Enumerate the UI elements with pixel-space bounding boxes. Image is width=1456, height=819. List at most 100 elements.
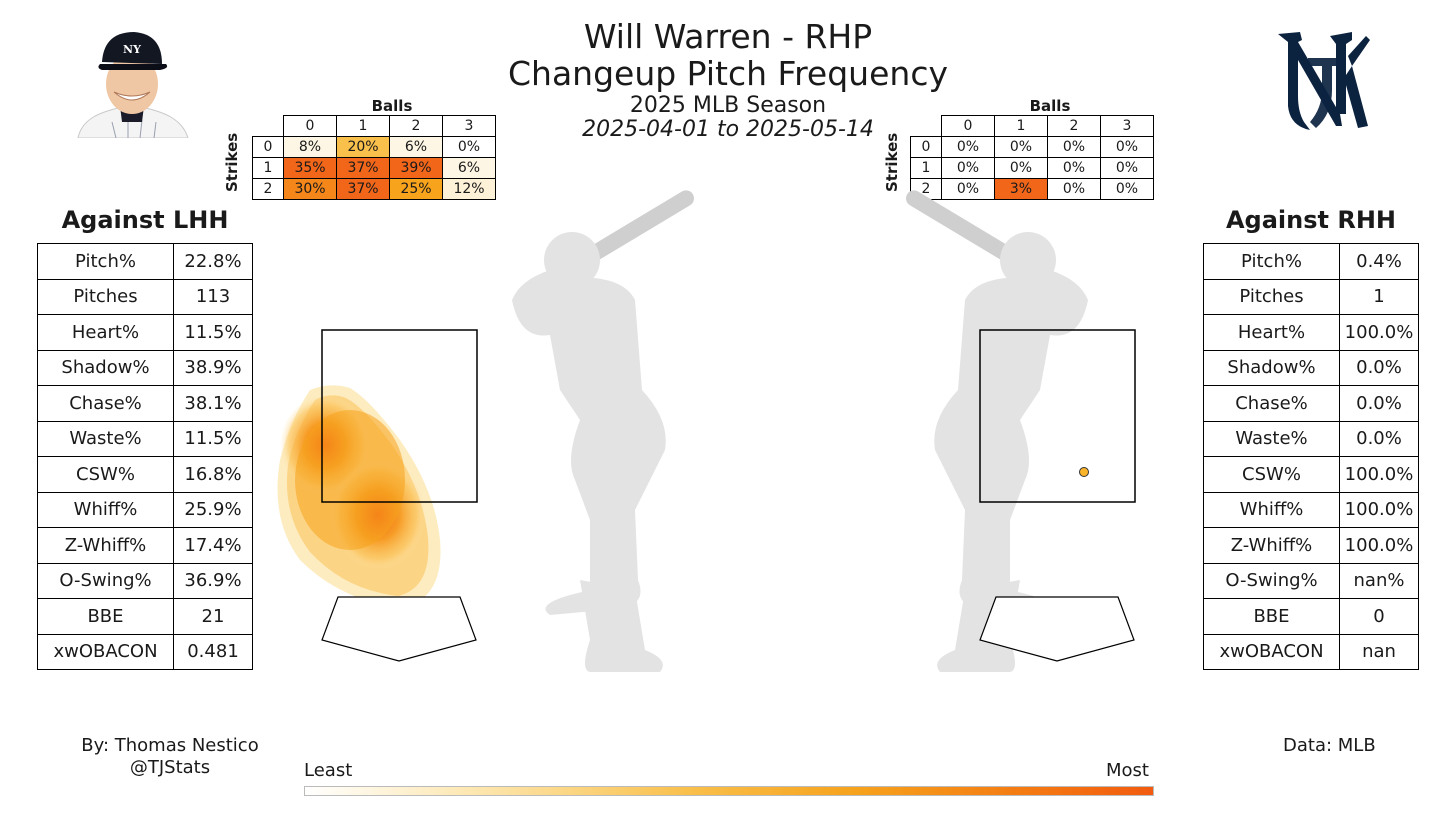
stat-row: Pitch% 0.4% <box>1203 243 1419 280</box>
stat-row: Pitches 1 <box>1203 278 1419 315</box>
player-headshot-image: NY <box>77 32 189 138</box>
svg-text:NY: NY <box>123 43 141 56</box>
stat-value: 38.1% <box>173 385 253 422</box>
lhh-density-heatmap <box>277 385 441 608</box>
stat-value: nan% <box>1339 562 1419 599</box>
stat-row: Shadow% 38.9% <box>37 349 253 386</box>
stat-value: 22.8% <box>173 243 253 280</box>
ball-header: 1 <box>336 115 390 137</box>
ball-header: 2 <box>389 115 443 137</box>
stat-row: Whiff% 25.9% <box>37 491 253 528</box>
stat-label: CSW% <box>37 456 174 493</box>
count-cell: 0% <box>994 136 1048 158</box>
count-cell: 0% <box>1100 136 1154 158</box>
stat-label: Heart% <box>1203 314 1340 351</box>
legend-colorbar <box>304 786 1154 796</box>
stat-value: 0.0% <box>1339 420 1419 457</box>
ball-header: 2 <box>1047 115 1101 137</box>
lhh-strike-zone <box>321 329 478 503</box>
count-cell: 0% <box>442 136 496 158</box>
stat-label: Pitches <box>1203 278 1340 315</box>
stat-value: 11.5% <box>173 420 253 457</box>
strike-header: 0 <box>910 136 942 158</box>
legend-most-label: Most <box>1106 760 1149 781</box>
stat-value: 100.0% <box>1339 527 1419 564</box>
lhh-home-plate <box>321 596 477 662</box>
stat-label: Waste% <box>1203 420 1340 457</box>
stat-value: 100.0% <box>1339 314 1419 351</box>
rhh-home-plate <box>979 596 1135 662</box>
ball-header: 3 <box>442 115 496 137</box>
rhh-stats-table: Pitch% 0.4% Pitches 1 Heart% 100.0% Shadow% 0.0… <box>1203 243 1419 670</box>
stat-row: CSW% 100.0% <box>1203 456 1419 493</box>
stat-value: nan <box>1339 633 1419 670</box>
lhh-balls-label: Balls <box>371 97 413 115</box>
rhh-panel-title: Against RHH <box>1225 206 1397 234</box>
stat-label: CSW% <box>1203 456 1340 493</box>
stat-value: 38.9% <box>173 349 253 386</box>
data-source: Data: MLB <box>1283 735 1376 756</box>
ball-header: 1 <box>994 115 1048 137</box>
stat-row: O-Swing% nan% <box>1203 562 1419 599</box>
stat-value: 100.0% <box>1339 491 1419 528</box>
strike-header: 0 <box>252 136 284 158</box>
season-label: 2025 MLB Season <box>629 93 827 118</box>
count-cell: 0% <box>1100 157 1154 179</box>
lhh-batter-silhouette <box>512 190 695 672</box>
legend-least-label: Least <box>304 760 353 781</box>
stat-row: Pitches 113 <box>37 278 253 315</box>
stat-value: 0 <box>1339 598 1419 635</box>
count-cell: 37% <box>336 157 390 179</box>
lhh-stats-table: Pitch% 22.8% Pitches 113 Heart% 11.5% Shadow% 3… <box>37 243 253 670</box>
stat-label: Pitch% <box>37 243 174 280</box>
stat-label: Z-Whiff% <box>37 527 174 564</box>
rhh-balls-label: Balls <box>1029 97 1071 115</box>
count-cell: 35% <box>283 157 337 179</box>
count-cell: 0% <box>1047 178 1101 200</box>
stat-row: Z-Whiff% 17.4% <box>37 527 253 564</box>
count-cell: 0% <box>1100 178 1154 200</box>
count-cell: 37% <box>336 178 390 200</box>
count-cell: 25% <box>389 178 443 200</box>
stat-value: 0.0% <box>1339 385 1419 422</box>
stat-value: 113 <box>173 278 253 315</box>
rhh-strike-zone <box>979 329 1136 503</box>
stat-label: Pitch% <box>1203 243 1340 280</box>
stat-value: 100.0% <box>1339 456 1419 493</box>
stat-row: Heart% 100.0% <box>1203 314 1419 351</box>
stat-row: Heart% 11.5% <box>37 314 253 351</box>
date-range-label: 2025-04-01 to 2025-05-14 <box>582 117 874 142</box>
stat-value: 25.9% <box>173 491 253 528</box>
count-cell: 39% <box>389 157 443 179</box>
count-cell: 0% <box>941 178 995 200</box>
stat-label: Whiff% <box>1203 491 1340 528</box>
stat-row: Waste% 0.0% <box>1203 420 1419 457</box>
stat-label: Chase% <box>1203 385 1340 422</box>
lhh-count-table-wrapper: Balls Strikes 0 1 2 3 0 8% 20% 6% 0% 1 3… <box>223 97 500 203</box>
author-handle: @TJStats <box>129 757 211 778</box>
stat-label: BBE <box>37 598 174 635</box>
lhh-strikes-label: Strikes <box>223 132 241 192</box>
stat-label: O-Swing% <box>37 562 174 599</box>
stat-label: Waste% <box>37 420 174 457</box>
stat-value: 21 <box>173 598 253 635</box>
stat-row: Shadow% 0.0% <box>1203 349 1419 386</box>
lhh-panel-title: Against LHH <box>61 206 229 234</box>
count-cell: 30% <box>283 178 337 200</box>
stat-label: O-Swing% <box>1203 562 1340 599</box>
ball-header: 0 <box>283 115 337 137</box>
stat-label: xwOBACON <box>37 633 174 670</box>
stat-row: CSW% 16.8% <box>37 456 253 493</box>
stat-row: O-Swing% 36.9% <box>37 562 253 599</box>
count-cell: 6% <box>389 136 443 158</box>
chart-title: Will Warren - RHP <box>583 17 873 56</box>
stat-value: 17.4% <box>173 527 253 564</box>
stat-value: 0.0% <box>1339 349 1419 386</box>
stat-row: BBE 21 <box>37 598 253 635</box>
count-cell: 3% <box>994 178 1048 200</box>
stat-row: Whiff% 100.0% <box>1203 491 1419 528</box>
stat-value: 1 <box>1339 278 1419 315</box>
stat-row: xwOBACON 0.481 <box>37 633 253 670</box>
author-name: By: Thomas Nestico <box>81 735 259 756</box>
stat-row: xwOBACON nan <box>1203 633 1419 670</box>
